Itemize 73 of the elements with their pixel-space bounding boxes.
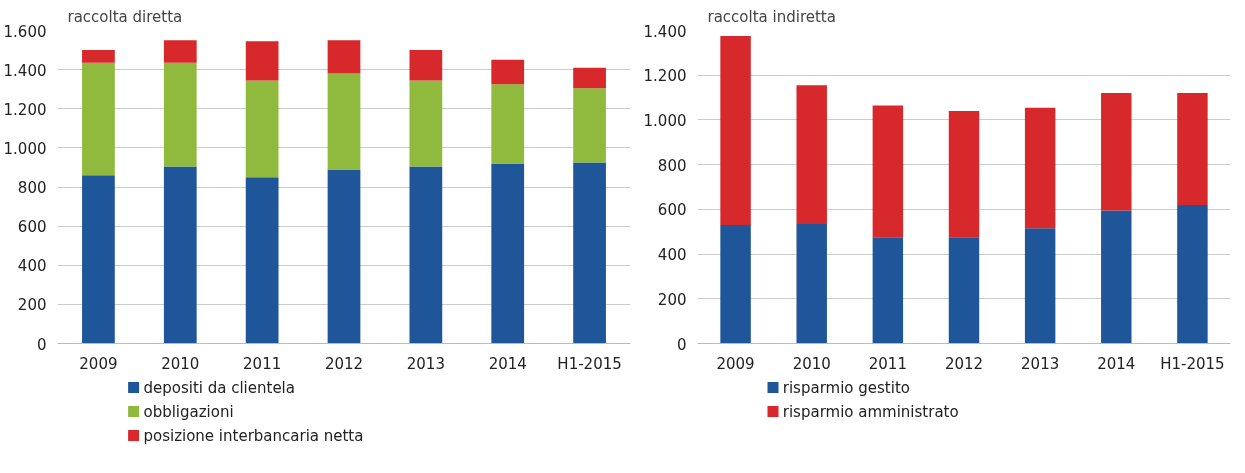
bar bbox=[1177, 204, 1208, 344]
y-tick-label: 200 bbox=[17, 296, 47, 315]
bar bbox=[327, 40, 361, 74]
legend-label: risparmio amministrato bbox=[782, 402, 959, 421]
bar bbox=[409, 80, 443, 167]
x-tick-label: 2014 bbox=[488, 354, 527, 373]
y-tick-label: 0 bbox=[676, 335, 687, 354]
bar bbox=[1101, 93, 1132, 211]
bar bbox=[82, 175, 115, 344]
bar bbox=[409, 50, 443, 81]
bar bbox=[491, 163, 525, 344]
chart-title: raccolta indiretta bbox=[707, 7, 836, 26]
bar bbox=[796, 223, 827, 344]
y-tick-label: 600 bbox=[17, 218, 47, 237]
bar bbox=[491, 59, 525, 85]
x-tick-label: H1-2015 bbox=[1160, 354, 1225, 373]
bar bbox=[82, 62, 115, 176]
bar bbox=[1024, 228, 1056, 344]
x-tick-label: 2012 bbox=[944, 354, 984, 373]
bar bbox=[245, 41, 279, 81]
bar bbox=[163, 62, 197, 167]
y-tick-label: 800 bbox=[17, 179, 47, 197]
chart-title: raccolta diretta bbox=[67, 7, 183, 26]
bar bbox=[163, 40, 197, 63]
bar bbox=[245, 80, 279, 178]
y-tick-label: 1.000 bbox=[3, 139, 47, 158]
x-tick-label: 2014 bbox=[1097, 354, 1136, 373]
bar bbox=[796, 85, 827, 224]
x-tick-label: 2011 bbox=[243, 354, 282, 373]
bar bbox=[491, 84, 525, 164]
y-tick-label: 400 bbox=[17, 257, 47, 276]
x-tick-label: 2013 bbox=[406, 354, 445, 373]
bar bbox=[1024, 107, 1056, 229]
y-tick-label: 1.200 bbox=[3, 100, 47, 119]
y-tick-label: 400 bbox=[657, 246, 687, 265]
y-tick-label: 1.400 bbox=[3, 61, 47, 80]
x-tick-label: 2009 bbox=[79, 354, 118, 373]
x-tick-label: H1-2015 bbox=[557, 354, 622, 373]
legend-label: risparmio gestito bbox=[782, 378, 910, 397]
bar bbox=[872, 105, 904, 238]
bar bbox=[245, 177, 279, 344]
bar bbox=[948, 110, 980, 238]
bar bbox=[327, 73, 361, 170]
bar bbox=[948, 237, 980, 344]
bar bbox=[720, 36, 751, 226]
bar bbox=[327, 169, 361, 344]
bar bbox=[1101, 210, 1132, 344]
legend-label: posizione interbancaria netta bbox=[143, 426, 364, 445]
bar bbox=[82, 50, 115, 63]
x-tick-label: 2012 bbox=[324, 354, 364, 373]
y-tick-label: 0 bbox=[36, 335, 47, 354]
bar bbox=[409, 166, 443, 344]
y-tick-label: 1.200 bbox=[643, 67, 687, 86]
bar bbox=[720, 225, 751, 344]
bar bbox=[163, 166, 197, 344]
x-tick-label: 2009 bbox=[716, 354, 755, 373]
y-tick-label: 1.000 bbox=[643, 111, 687, 130]
x-tick-label: 2010 bbox=[792, 354, 831, 373]
y-tick-label: 600 bbox=[657, 201, 687, 220]
y-tick-label: 200 bbox=[657, 290, 687, 309]
y-tick-label: 1.600 bbox=[3, 22, 47, 41]
bar bbox=[573, 88, 606, 163]
bar bbox=[1177, 93, 1208, 205]
x-tick-label: 2010 bbox=[161, 354, 200, 373]
legend-label: depositi da clientela bbox=[143, 378, 295, 397]
legend-label: obbligazioni bbox=[143, 402, 234, 421]
bar bbox=[573, 67, 606, 89]
bar bbox=[872, 237, 904, 344]
y-tick-label: 800 bbox=[657, 156, 687, 175]
bar bbox=[573, 162, 606, 344]
y-tick-label: 1.400 bbox=[643, 22, 687, 41]
x-tick-label: 2013 bbox=[1021, 354, 1060, 373]
x-tick-label: 2011 bbox=[868, 354, 907, 373]
